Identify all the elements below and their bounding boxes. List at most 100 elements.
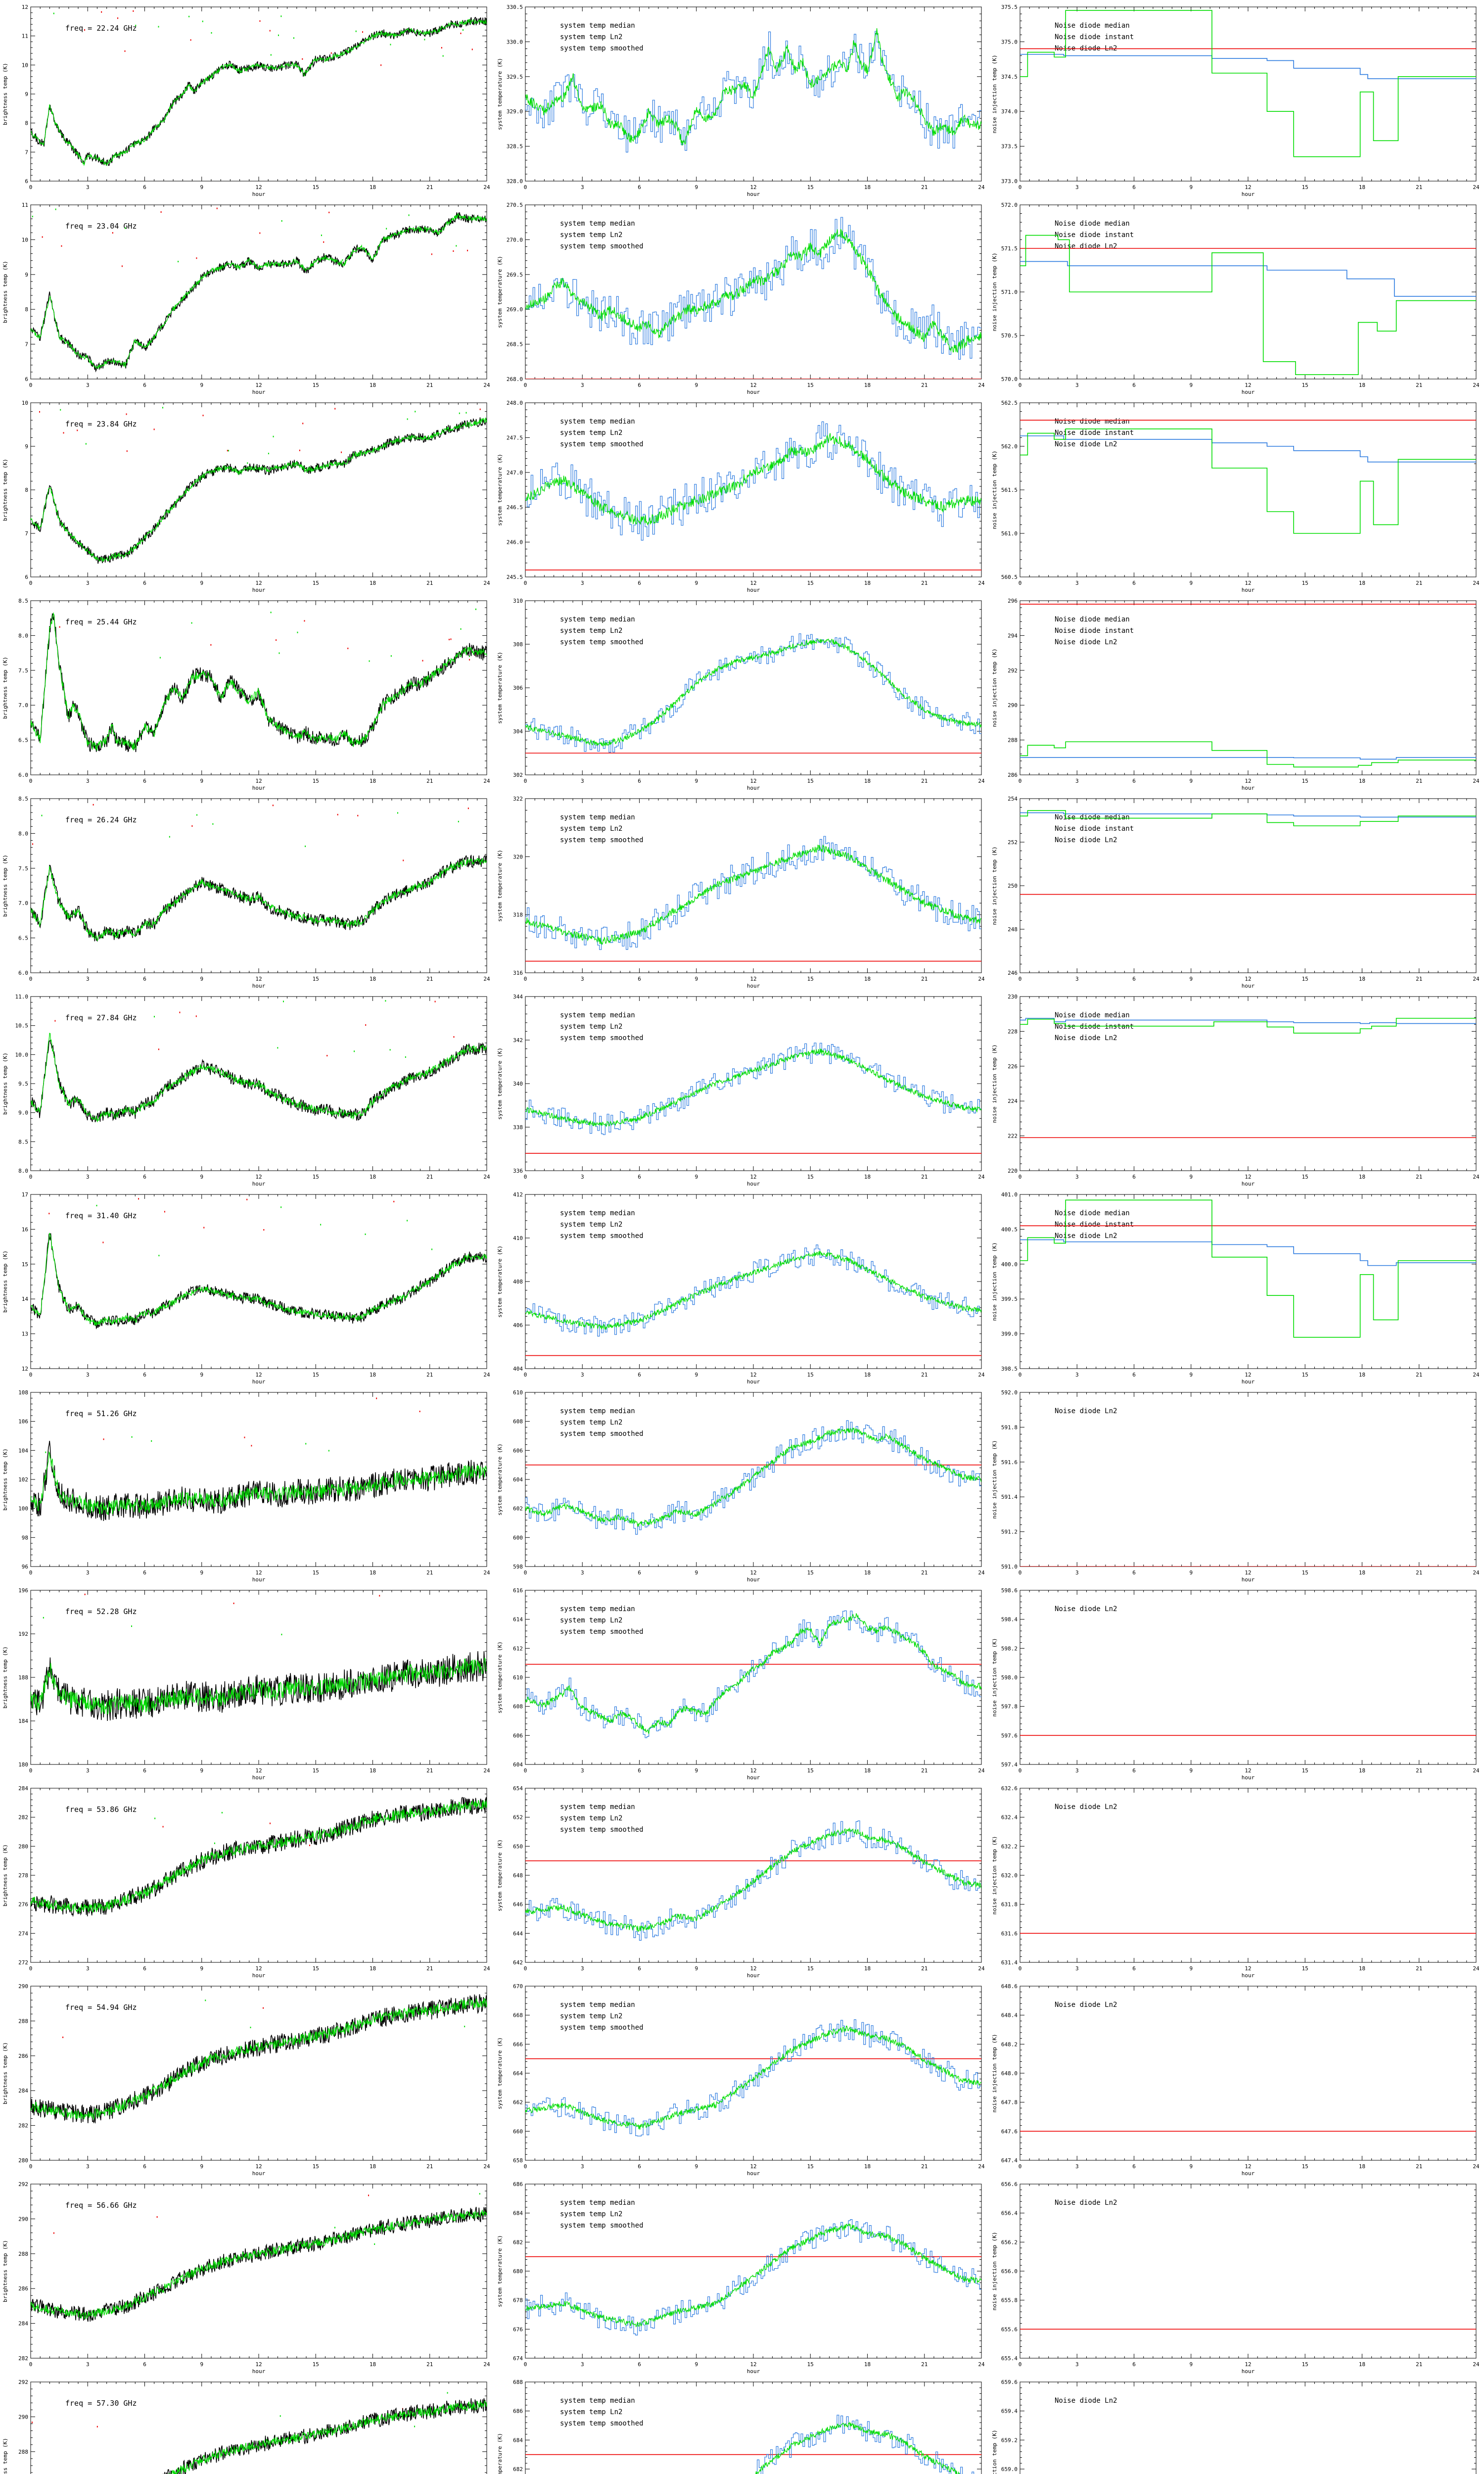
- x-tick-label: 21: [921, 580, 928, 586]
- x-axis-label: hour: [252, 1576, 266, 1583]
- x-tick-label: 0: [29, 382, 33, 388]
- x-tick-label: 21: [1416, 1174, 1422, 1180]
- y-tick-label: 12: [22, 1366, 28, 1372]
- legend-entry: system temp Ln2: [560, 2408, 622, 2416]
- y-tick-label: 104: [18, 1447, 28, 1454]
- x-tick-label: 21: [1416, 1767, 1422, 1774]
- y-tick-label: 284: [18, 2321, 28, 2327]
- plot-row2-noise-injection-temp: 0 3 6 9 12 15 18 21 24 hour 570.0 570.5 571.0 571.5 57…: [989, 198, 1484, 396]
- y-tick-label: 659.4: [1001, 2408, 1018, 2415]
- y-tick-label: 647.8: [1001, 2099, 1018, 2106]
- x-tick-label: 0: [524, 976, 527, 982]
- x-tick-label: 21: [426, 1767, 433, 1774]
- x-tick-label: 24: [1473, 1372, 1480, 1378]
- y-tick-label: 647.4: [1001, 2157, 1018, 2164]
- y-tick-label: 336: [513, 1168, 523, 1174]
- x-axis-label: hour: [252, 2368, 266, 2375]
- x-tick-label: 12: [750, 580, 756, 586]
- y-tick-label: 292: [1008, 667, 1018, 674]
- y-tick-label: 591.8: [1001, 1424, 1018, 1430]
- x-tick-label: 12: [1245, 1174, 1251, 1180]
- x-tick-label: 15: [313, 2361, 319, 2368]
- legend-entry: system temp Ln2: [560, 33, 622, 41]
- legend-entry: system temp median: [560, 220, 635, 228]
- x-tick-label: 9: [1189, 2163, 1193, 2170]
- x-tick-label: 9: [200, 1570, 203, 1576]
- legend-entry: system temp Ln2: [560, 825, 622, 833]
- y-tick-label: 399.0: [1001, 1331, 1018, 1337]
- x-tick-label: 0: [29, 580, 33, 586]
- x-axis-label: hour: [252, 983, 266, 989]
- y-tick-label: 344: [513, 994, 523, 1000]
- plot-row13-noise-injection-temp: 03691215182124hour658.4658.6658.8659.065…: [989, 2375, 1484, 2474]
- x-tick-label: 18: [1359, 1767, 1365, 1774]
- plot-row13-brightness-temp: 03691215182124hour282284286288290292brig…: [0, 2375, 495, 2474]
- x-tick-label: 21: [426, 1372, 433, 1378]
- x-tick-label: 18: [864, 976, 871, 982]
- y-tick-label: 10: [22, 237, 28, 243]
- y-tick-label: 408: [513, 1279, 523, 1285]
- x-tick-label: 15: [313, 2163, 319, 2170]
- legend-entry: system temp median: [560, 418, 635, 426]
- y-tick-label: 374.5: [1001, 74, 1018, 80]
- x-axis-label: hour: [1242, 2368, 1255, 2375]
- legend-entry: Noise diode Ln2: [1055, 2397, 1117, 2405]
- y-tick-label: 290: [18, 2216, 28, 2222]
- y-axis-label: system temperature (K): [497, 2037, 503, 2109]
- y-tick-label: 631.4: [1001, 1959, 1018, 1966]
- x-tick-label: 21: [426, 976, 433, 982]
- x-tick-label: 3: [86, 1965, 90, 1972]
- x-tick-label: 15: [807, 976, 814, 982]
- x-tick-label: 21: [921, 778, 928, 784]
- x-tick-label: 15: [1302, 382, 1308, 388]
- x-tick-label: 15: [1302, 976, 1308, 982]
- x-tick-label: 9: [1189, 382, 1193, 388]
- x-tick-label: 3: [1075, 382, 1079, 388]
- x-tick-label: 15: [1302, 184, 1308, 190]
- plot-row4-system-temp: 0 3 6 9 12 15 18 21 24 hour 302 304 306 308 310 system …: [495, 594, 989, 792]
- x-tick-label: 24: [978, 976, 985, 982]
- y-tick-label: 632.4: [1001, 1814, 1018, 1821]
- y-tick-label: 7: [25, 530, 28, 537]
- y-tick-label: 654: [513, 1785, 523, 1792]
- x-tick-label: 6: [638, 976, 641, 982]
- y-tick-label: 250: [1008, 883, 1018, 889]
- y-tick-label: 11: [22, 33, 28, 40]
- x-tick-label: 9: [695, 1570, 698, 1576]
- x-tick-label: 0: [524, 2163, 527, 2170]
- x-tick-label: 18: [1359, 1174, 1365, 1180]
- y-axis-label: system temperature (K): [497, 58, 503, 130]
- legend-entry: Noise diode Ln2: [1055, 1034, 1117, 1042]
- x-tick-label: 9: [1189, 976, 1193, 982]
- y-axis-label: system temperature (K): [497, 454, 503, 526]
- x-tick-label: 0: [1019, 1965, 1022, 1972]
- legend-entry: Noise diode median: [1055, 418, 1130, 426]
- x-tick-label: 18: [370, 580, 376, 586]
- x-tick-label: 3: [1075, 2361, 1079, 2368]
- y-axis-label: noise injection temp (K): [991, 55, 998, 134]
- y-tick-label: 290: [1008, 702, 1018, 709]
- freq-title: freq = 53.86 GHz: [65, 1805, 137, 1814]
- y-tick-label: 254: [1008, 796, 1018, 802]
- y-tick-label: 656.0: [1001, 2268, 1018, 2275]
- x-tick-label: 21: [1416, 1372, 1422, 1378]
- x-axis-label: hour: [252, 1972, 266, 1979]
- y-axis-label: brightness temp (K): [2, 1646, 8, 1709]
- x-tick-label: 15: [807, 1372, 814, 1378]
- legend-entry: system temp Ln2: [560, 2012, 622, 2020]
- legend-entry: system temp median: [560, 1407, 635, 1415]
- y-tick-label: 246: [1008, 970, 1018, 976]
- x-tick-label: 6: [1132, 976, 1136, 982]
- y-tick-label: 647.6: [1001, 2128, 1018, 2135]
- x-tick-label: 12: [1245, 778, 1251, 784]
- y-tick-label: 686: [513, 2181, 523, 2188]
- x-tick-label: 21: [921, 1965, 928, 1972]
- x-tick-label: 6: [638, 184, 641, 190]
- y-axis-label: brightness temp (K): [2, 1052, 8, 1115]
- y-tick-label: 320: [513, 854, 523, 860]
- y-tick-label: 7: [25, 149, 28, 155]
- y-tick-label: 571.0: [1001, 289, 1018, 295]
- plot-row6-system-temp: 0 3 6 9 12 15 18 21 24 hour 336 338 340 342 344 system …: [495, 990, 989, 1188]
- y-tick-label: 282: [18, 1814, 28, 1821]
- y-tick-label: 7.5: [18, 667, 28, 674]
